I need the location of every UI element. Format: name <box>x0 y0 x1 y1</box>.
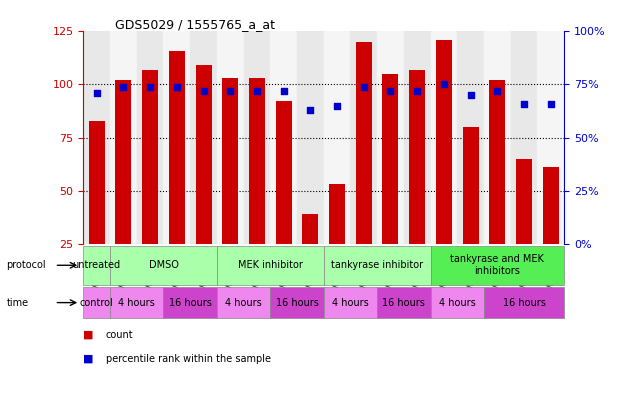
Bar <box>110 287 163 318</box>
Bar <box>484 287 564 318</box>
Text: 16 hours: 16 hours <box>503 298 545 308</box>
Bar <box>190 31 217 244</box>
Text: untreated: untreated <box>72 260 121 270</box>
Bar <box>276 101 292 244</box>
Bar <box>324 31 351 244</box>
Text: 4 hours: 4 hours <box>119 298 155 308</box>
Bar <box>543 167 559 244</box>
Bar <box>351 31 377 244</box>
Bar <box>169 51 185 244</box>
Bar <box>324 287 377 318</box>
Text: percentile rank within the sample: percentile rank within the sample <box>106 354 271 364</box>
Bar <box>516 159 532 244</box>
Text: MEK inhibitor: MEK inhibitor <box>238 260 303 270</box>
Text: tankyrase and MEK
inhibitors: tankyrase and MEK inhibitors <box>451 255 544 276</box>
Point <box>92 90 102 96</box>
Point <box>545 101 556 107</box>
Bar <box>303 214 319 244</box>
Point <box>465 92 476 98</box>
Bar <box>83 246 110 285</box>
Bar <box>463 127 479 244</box>
Point <box>385 88 395 94</box>
Text: ■: ■ <box>83 354 97 364</box>
Point <box>252 88 262 94</box>
Bar <box>163 31 190 244</box>
Bar <box>431 287 484 318</box>
Point <box>279 88 289 94</box>
Text: control: control <box>80 298 113 308</box>
Bar <box>484 31 511 244</box>
Point <box>172 83 182 90</box>
Text: DMSO: DMSO <box>149 260 178 270</box>
Bar <box>110 31 137 244</box>
Bar <box>142 70 158 244</box>
Text: 16 hours: 16 hours <box>383 298 425 308</box>
Text: 4 hours: 4 hours <box>439 298 476 308</box>
Point <box>332 103 342 109</box>
Bar <box>196 65 212 244</box>
Bar <box>356 42 372 244</box>
Bar <box>431 31 457 244</box>
Text: GDS5029 / 1555765_a_at: GDS5029 / 1555765_a_at <box>115 18 276 31</box>
Point <box>145 83 155 90</box>
Text: 4 hours: 4 hours <box>225 298 262 308</box>
Bar <box>217 287 271 318</box>
Bar <box>409 70 425 244</box>
Bar <box>489 80 505 244</box>
Bar <box>217 246 324 285</box>
Bar <box>457 31 484 244</box>
Bar <box>83 287 110 318</box>
Text: ■: ■ <box>83 330 97 340</box>
Point <box>225 88 235 94</box>
Bar <box>511 31 537 244</box>
Bar <box>436 40 452 244</box>
Text: 16 hours: 16 hours <box>169 298 212 308</box>
Bar <box>377 31 404 244</box>
Bar <box>115 80 131 244</box>
Bar <box>83 31 110 244</box>
Text: count: count <box>106 330 133 340</box>
Bar <box>271 287 324 318</box>
Point <box>492 88 503 94</box>
Bar <box>217 31 244 244</box>
Bar <box>163 287 217 318</box>
Bar <box>88 121 104 244</box>
Bar <box>404 31 431 244</box>
Bar <box>110 246 217 285</box>
Point <box>519 101 529 107</box>
Bar <box>329 184 345 244</box>
Bar <box>537 31 564 244</box>
Text: 16 hours: 16 hours <box>276 298 319 308</box>
Text: tankyrase inhibitor: tankyrase inhibitor <box>331 260 423 270</box>
Bar <box>222 78 238 244</box>
Point <box>439 81 449 88</box>
Point <box>359 83 369 90</box>
Bar <box>383 74 399 244</box>
Bar <box>297 31 324 244</box>
Point <box>199 88 209 94</box>
Text: protocol: protocol <box>6 260 46 270</box>
Bar <box>244 31 271 244</box>
Point <box>412 88 422 94</box>
Point <box>119 83 129 90</box>
Bar <box>137 31 163 244</box>
Point <box>305 107 315 113</box>
Bar <box>271 31 297 244</box>
Bar <box>324 246 431 285</box>
Bar <box>431 246 564 285</box>
Bar <box>377 287 431 318</box>
Bar <box>249 78 265 244</box>
Text: 4 hours: 4 hours <box>332 298 369 308</box>
Text: time: time <box>6 298 29 308</box>
